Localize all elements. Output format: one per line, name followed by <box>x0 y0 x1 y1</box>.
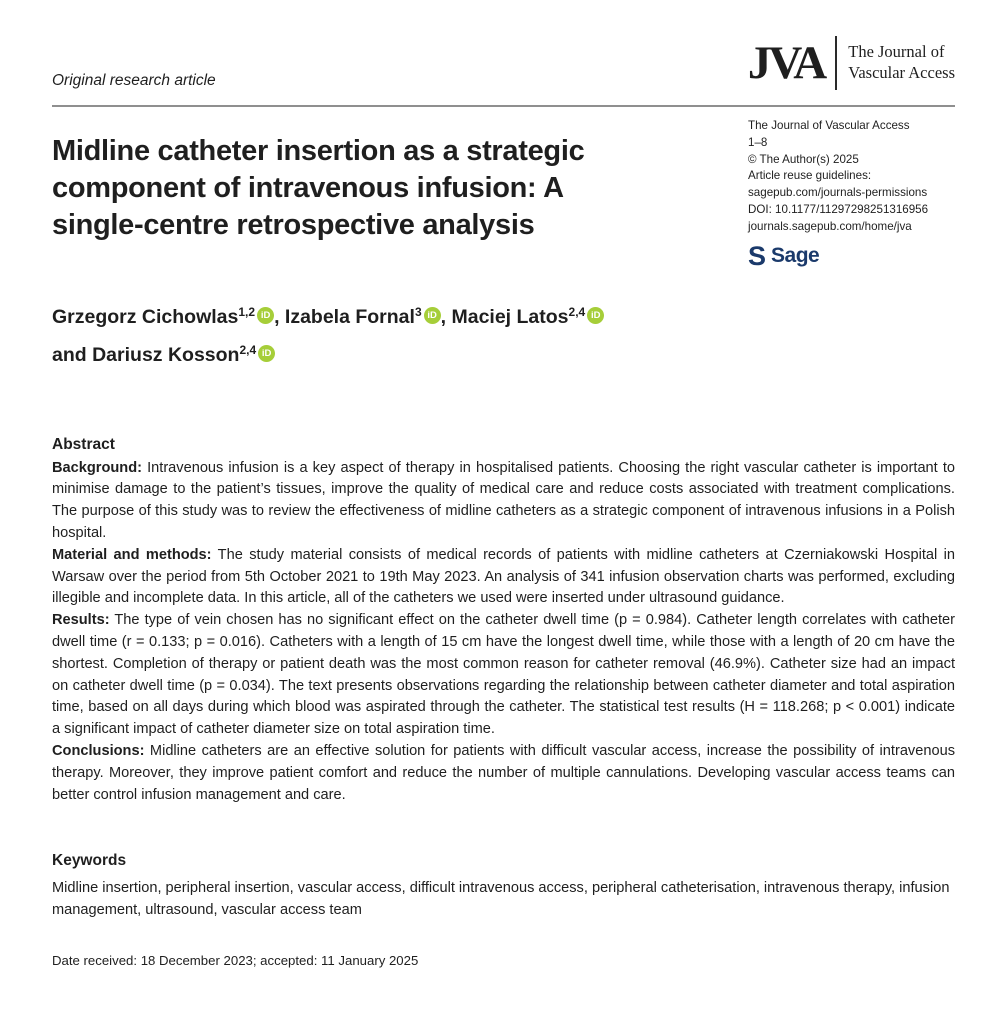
abstract-section-text: Intravenous infusion is a key aspect of … <box>52 459 955 541</box>
abstract-section-text: The study material consists of medical r… <box>52 546 955 607</box>
sage-logo-mark: S <box>748 240 767 271</box>
author-affiliations: 2,4 <box>568 305 586 319</box>
article-first-page: Original research article JVA The Journa… <box>52 0 955 968</box>
article-type-label: Original research article <box>52 72 216 89</box>
title-and-info-row: Midline catheter insertion as a strategi… <box>52 107 955 372</box>
date-received-line: Date received: 18 December 2023; accepte… <box>52 952 419 968</box>
jva-logo: JVA The Journal of Vascular Access <box>748 36 955 90</box>
author: Grzegorz Cichowlas1,2 iD <box>52 305 275 328</box>
author-name: Maciej Latos <box>451 306 569 328</box>
abstract-section-label: Background: <box>52 459 142 476</box>
keywords-heading: Keywords <box>52 852 127 870</box>
journal-name: The Journal of Vascular Access <box>848 42 955 83</box>
jva-logo-divider <box>835 36 838 90</box>
abstract-section: Abstract Background: Intravenous infusio… <box>52 436 955 806</box>
abstract-section-label: Material and methods: <box>52 546 212 563</box>
page-header: Original research article JVA The Journa… <box>52 0 955 90</box>
article-title-line3: single-centre retrospective analysis <box>52 209 535 241</box>
author-name: Izabela Fornal <box>284 306 415 328</box>
abstract-paragraph-conclusions: Conclusions: Midline catheters are an ef… <box>52 741 955 806</box>
sage-logo: S Sage <box>748 240 955 271</box>
author-affiliations: 1,2 <box>238 305 256 319</box>
author-line-1: Grzegorz Cichowlas1,2 iD, Izabela Fornal3… <box>52 296 728 334</box>
journal-info-name: The Journal of Vascular Access <box>748 119 910 132</box>
author: and Dariusz Kosson2,4 iD <box>52 343 276 366</box>
abstract-paragraph-results: Results: The type of vein chosen has no … <box>52 610 955 741</box>
article-title-line1: Midline catheter insertion as a strategi… <box>52 135 585 167</box>
author-separator: and <box>52 344 93 366</box>
journal-name-line1: The Journal of <box>848 42 945 62</box>
orcid-icon[interactable]: iD <box>257 307 275 324</box>
journal-info-copyright: © The Author(s) 2025 <box>748 152 859 166</box>
journal-name-line2: Vascular Access <box>848 63 955 82</box>
keywords-list: Midline insertion, peripheral insertion,… <box>52 879 950 918</box>
orcid-icon-text: iD <box>260 310 271 321</box>
author-affiliations: 3 <box>414 305 422 319</box>
header-rule <box>52 105 955 107</box>
author-name: Grzegorz Cichowlas <box>52 306 239 328</box>
abstract-section-label: Results: <box>52 612 110 629</box>
jva-logo-abbr: JVA <box>747 36 827 89</box>
abstract-section-text: The type of vein chosen has no significa… <box>52 612 955 738</box>
article-title: Midline catheter insertion as a strategi… <box>52 133 728 244</box>
abstract-heading: Abstract <box>52 436 115 453</box>
abstract-paragraph-methods: Material and methods: The study material… <box>52 545 955 610</box>
abstract-section-label: Conclusions: <box>52 742 145 759</box>
article-title-line2: component of intravenous infusion: A <box>52 172 564 204</box>
orcid-icon[interactable]: iD <box>258 345 276 362</box>
journal-info-home-url[interactable]: journals.sagepub.com/home/jva <box>748 219 912 233</box>
journal-info-permissions-url[interactable]: sagepub.com/journals-permissions <box>748 186 928 200</box>
orcid-icon-text: iD <box>261 348 272 359</box>
author-list: Grzegorz Cichowlas1,2 iD, Izabela Fornal3… <box>52 296 728 372</box>
author-affiliations: 2,4 <box>239 343 257 357</box>
keywords-section: Keywords Midline insertion, peripheral i… <box>52 852 955 921</box>
abstract-paragraph-background: Background: Intravenous infusion is a ke… <box>52 458 955 545</box>
author-name: Dariusz Kosson <box>92 344 240 366</box>
sage-logo-wordmark: Sage <box>771 243 820 267</box>
orcid-icon[interactable]: iD <box>423 307 441 324</box>
author-separator: , <box>440 306 452 328</box>
author-line-2: and Dariusz Kosson2,4 iD <box>52 334 728 372</box>
orcid-icon-text: iD <box>590 310 601 321</box>
author-separator: , <box>274 306 285 328</box>
author: , Izabela Fornal3 iD <box>274 305 441 328</box>
journal-info-reuse-guidelines: Article reuse guidelines: <box>748 169 872 183</box>
orcid-icon-text: iD <box>427 310 437 321</box>
journal-info: The Journal of Vascular Access 1–8 © The… <box>748 118 955 372</box>
abstract-section-text: Midline catheters are an effective solut… <box>52 742 955 803</box>
orcid-icon[interactable]: iD <box>587 307 605 324</box>
journal-info-pages: 1–8 <box>748 135 768 149</box>
title-column: Midline catheter insertion as a strategi… <box>52 107 728 372</box>
author: , Maciej Latos2,4 iD <box>440 305 605 328</box>
journal-info-doi[interactable]: DOI: 10.1177/11297298251316956 <box>748 202 929 216</box>
